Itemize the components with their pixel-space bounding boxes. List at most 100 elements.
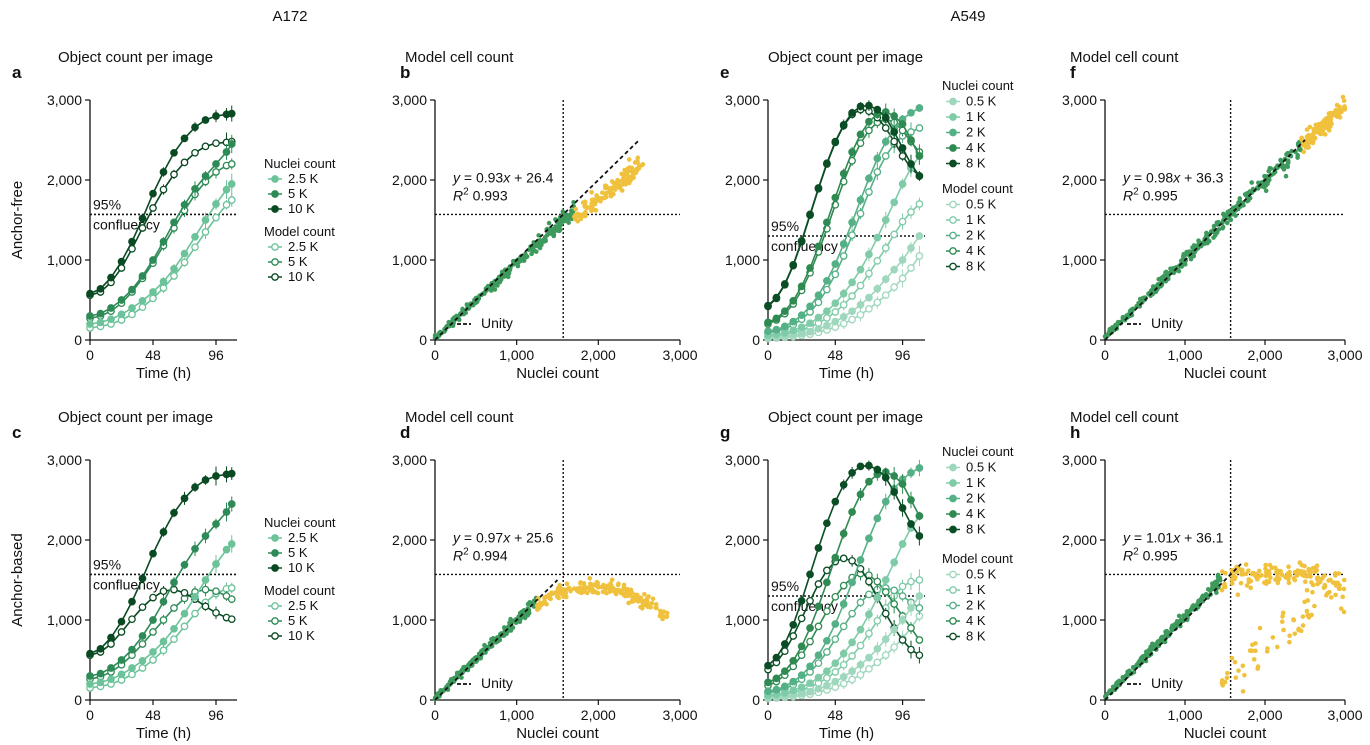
data-point bbox=[159, 185, 168, 194]
data-point bbox=[212, 168, 220, 176]
x-tick-label: 0 bbox=[1101, 707, 1109, 723]
x-axis-label: Time (h) bbox=[819, 365, 874, 382]
data-point bbox=[170, 264, 178, 273]
data-point bbox=[848, 108, 856, 117]
panel-e: 0 48 96 0 1,000 2,000 3,000 Time (h) e Object cou… bbox=[720, 49, 1014, 382]
data-point bbox=[138, 574, 147, 583]
scatter-point-out-of-range bbox=[1307, 573, 1313, 579]
data-point bbox=[865, 188, 873, 196]
scatter-point bbox=[1115, 680, 1121, 686]
scatter-point-out-of-range bbox=[1341, 586, 1347, 592]
data-point bbox=[856, 300, 865, 309]
legend-item-label: 1 K bbox=[966, 475, 986, 490]
y-tick-label: 2,000 bbox=[392, 532, 427, 548]
data-point bbox=[831, 677, 840, 686]
data-point bbox=[212, 608, 220, 617]
scatter-point-out-of-range bbox=[1286, 564, 1291, 569]
data-point bbox=[138, 603, 147, 612]
data-point bbox=[907, 624, 915, 632]
y-tick-label: 1,000 bbox=[392, 252, 427, 268]
data-point bbox=[170, 635, 178, 644]
y-tick-label: 3,000 bbox=[392, 92, 427, 108]
data-point bbox=[890, 230, 899, 239]
data-point bbox=[915, 651, 924, 660]
data-point bbox=[789, 296, 798, 305]
legend-item-label: 10 K bbox=[288, 201, 315, 216]
data-point bbox=[890, 112, 899, 120]
x-tick-label: 1,000 bbox=[499, 707, 534, 723]
data-point bbox=[117, 310, 126, 319]
data-point bbox=[890, 600, 899, 608]
data-point bbox=[138, 214, 147, 223]
legend-swatch-marker bbox=[271, 190, 279, 198]
regression-equation: y = 1.01x + 36.1 bbox=[1122, 529, 1224, 545]
data-point bbox=[780, 307, 789, 316]
scatter-point-out-of-range bbox=[649, 600, 655, 606]
data-point bbox=[764, 318, 772, 327]
scatter-point-out-of-range bbox=[616, 581, 621, 587]
data-point bbox=[780, 647, 789, 656]
scatter-point-out-of-range bbox=[564, 581, 570, 587]
data-point bbox=[191, 123, 199, 132]
scatter-point-out-of-range bbox=[1253, 648, 1258, 654]
scatter-point-out-of-range bbox=[1285, 571, 1291, 577]
unity-line bbox=[1104, 139, 1306, 341]
scatter-point bbox=[1265, 179, 1271, 184]
legend-item-label: 8 K bbox=[966, 259, 986, 274]
y-axis-label: Anchor-based bbox=[9, 533, 26, 626]
scatter-point-out-of-range bbox=[1297, 568, 1303, 574]
data-point bbox=[797, 596, 806, 605]
y-tick-label: 0 bbox=[74, 332, 82, 348]
data-point bbox=[839, 660, 848, 669]
scatter-point bbox=[531, 247, 536, 253]
legend-item-label: 4 K bbox=[966, 613, 986, 628]
scatter-point-out-of-range bbox=[594, 193, 599, 198]
data-point bbox=[915, 576, 924, 584]
data-point bbox=[881, 473, 890, 482]
data-point bbox=[201, 172, 210, 180]
scatter-point-out-of-range bbox=[586, 205, 592, 210]
data-point bbox=[881, 216, 890, 224]
legend-item-label: 1 K bbox=[966, 212, 986, 227]
data-point bbox=[789, 326, 798, 335]
panel-letter: c bbox=[12, 423, 21, 442]
legend-swatch-marker bbox=[271, 534, 279, 542]
scatter-point-out-of-range bbox=[558, 590, 563, 596]
scatter-point-out-of-range bbox=[571, 586, 577, 591]
scatter-point-out-of-range bbox=[635, 599, 641, 604]
data-point bbox=[814, 544, 823, 552]
scatter-point-out-of-range bbox=[620, 182, 625, 187]
data-point bbox=[890, 137, 899, 146]
data-point bbox=[806, 319, 814, 328]
scatter-point bbox=[1188, 256, 1194, 262]
data-point bbox=[212, 520, 220, 528]
data-point bbox=[831, 497, 840, 506]
scatter-point-out-of-range bbox=[1264, 649, 1270, 654]
data-point bbox=[907, 108, 915, 117]
x-tick-label: 48 bbox=[827, 707, 843, 723]
data-point bbox=[907, 264, 915, 272]
scatter-point-out-of-range bbox=[645, 601, 651, 607]
data-point bbox=[823, 674, 831, 682]
data-point bbox=[772, 653, 781, 662]
legend-item-label: 10 K bbox=[288, 269, 315, 284]
data-point bbox=[780, 682, 789, 691]
scatter-point-out-of-range bbox=[1339, 109, 1344, 115]
scatter-point bbox=[1227, 208, 1232, 214]
scatter-point bbox=[571, 200, 576, 205]
data-point bbox=[227, 180, 236, 188]
data-point bbox=[212, 560, 220, 568]
scatter-point-out-of-range bbox=[578, 590, 584, 596]
data-point bbox=[890, 198, 899, 207]
scatter-point-out-of-range bbox=[593, 197, 599, 202]
data-point bbox=[839, 319, 848, 328]
data-point bbox=[831, 270, 840, 279]
scatter-point bbox=[1284, 162, 1290, 168]
data-point bbox=[780, 640, 789, 648]
scatter-point-out-of-range bbox=[1243, 571, 1249, 577]
data-point bbox=[881, 244, 890, 252]
scatter-point-out-of-range bbox=[642, 591, 647, 597]
scatter-point-out-of-range bbox=[1280, 614, 1285, 619]
scatter-point bbox=[1104, 691, 1110, 697]
data-point bbox=[780, 322, 789, 331]
